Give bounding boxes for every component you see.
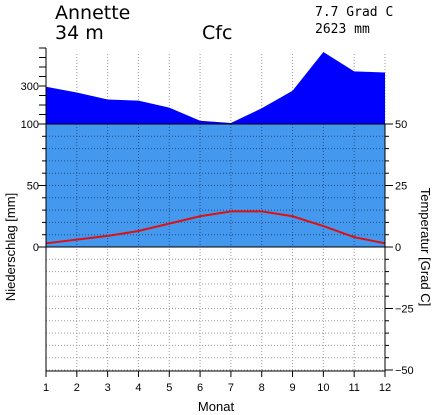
- x-tick-label: 4: [135, 382, 141, 394]
- x-tick-label: 11: [348, 382, 359, 394]
- right-axis-label: Temperatur [Grad C]: [418, 188, 433, 307]
- right-tick-label: 25: [395, 181, 407, 193]
- x-tick-label: 10: [317, 382, 329, 394]
- right-tick-label: 50: [395, 119, 407, 131]
- x-tick-label: 7: [228, 382, 234, 394]
- x-axis-label: Monat: [198, 399, 235, 414]
- left-tick-label: 300: [21, 81, 39, 93]
- station-elevation: 34 m: [55, 22, 104, 44]
- x-tick-label: 5: [166, 382, 172, 394]
- axes: [38, 47, 393, 377]
- right-tick-label: −25: [395, 304, 414, 316]
- precipitation-area-compressed: [46, 51, 385, 124]
- x-tick-label: 2: [74, 382, 80, 394]
- x-tick-label: 6: [197, 382, 203, 394]
- climate-class: Cfc: [202, 22, 232, 44]
- station-name: Annette: [55, 2, 130, 24]
- left-tick-label: 0: [33, 242, 39, 254]
- temperature-line: [45, 210, 386, 245]
- x-tick-label: 3: [105, 382, 111, 394]
- right-tick-label: 0: [395, 242, 401, 254]
- left-tick-label: 100: [21, 119, 39, 131]
- annual-precipitation: 2623 mm: [315, 22, 370, 37]
- x-tick-label: 8: [259, 382, 265, 394]
- x-tick-label: 12: [379, 382, 391, 394]
- x-tick-label: 1: [43, 382, 49, 394]
- left-axis-label: Niederschlag [mm]: [3, 193, 18, 301]
- left-tick-label: 50: [27, 181, 39, 193]
- mean-temperature: 7.7 Grad C: [315, 5, 393, 20]
- right-tick-label: −50: [395, 365, 414, 377]
- x-tick-label: 9: [289, 382, 295, 394]
- grid: [45, 54, 386, 371]
